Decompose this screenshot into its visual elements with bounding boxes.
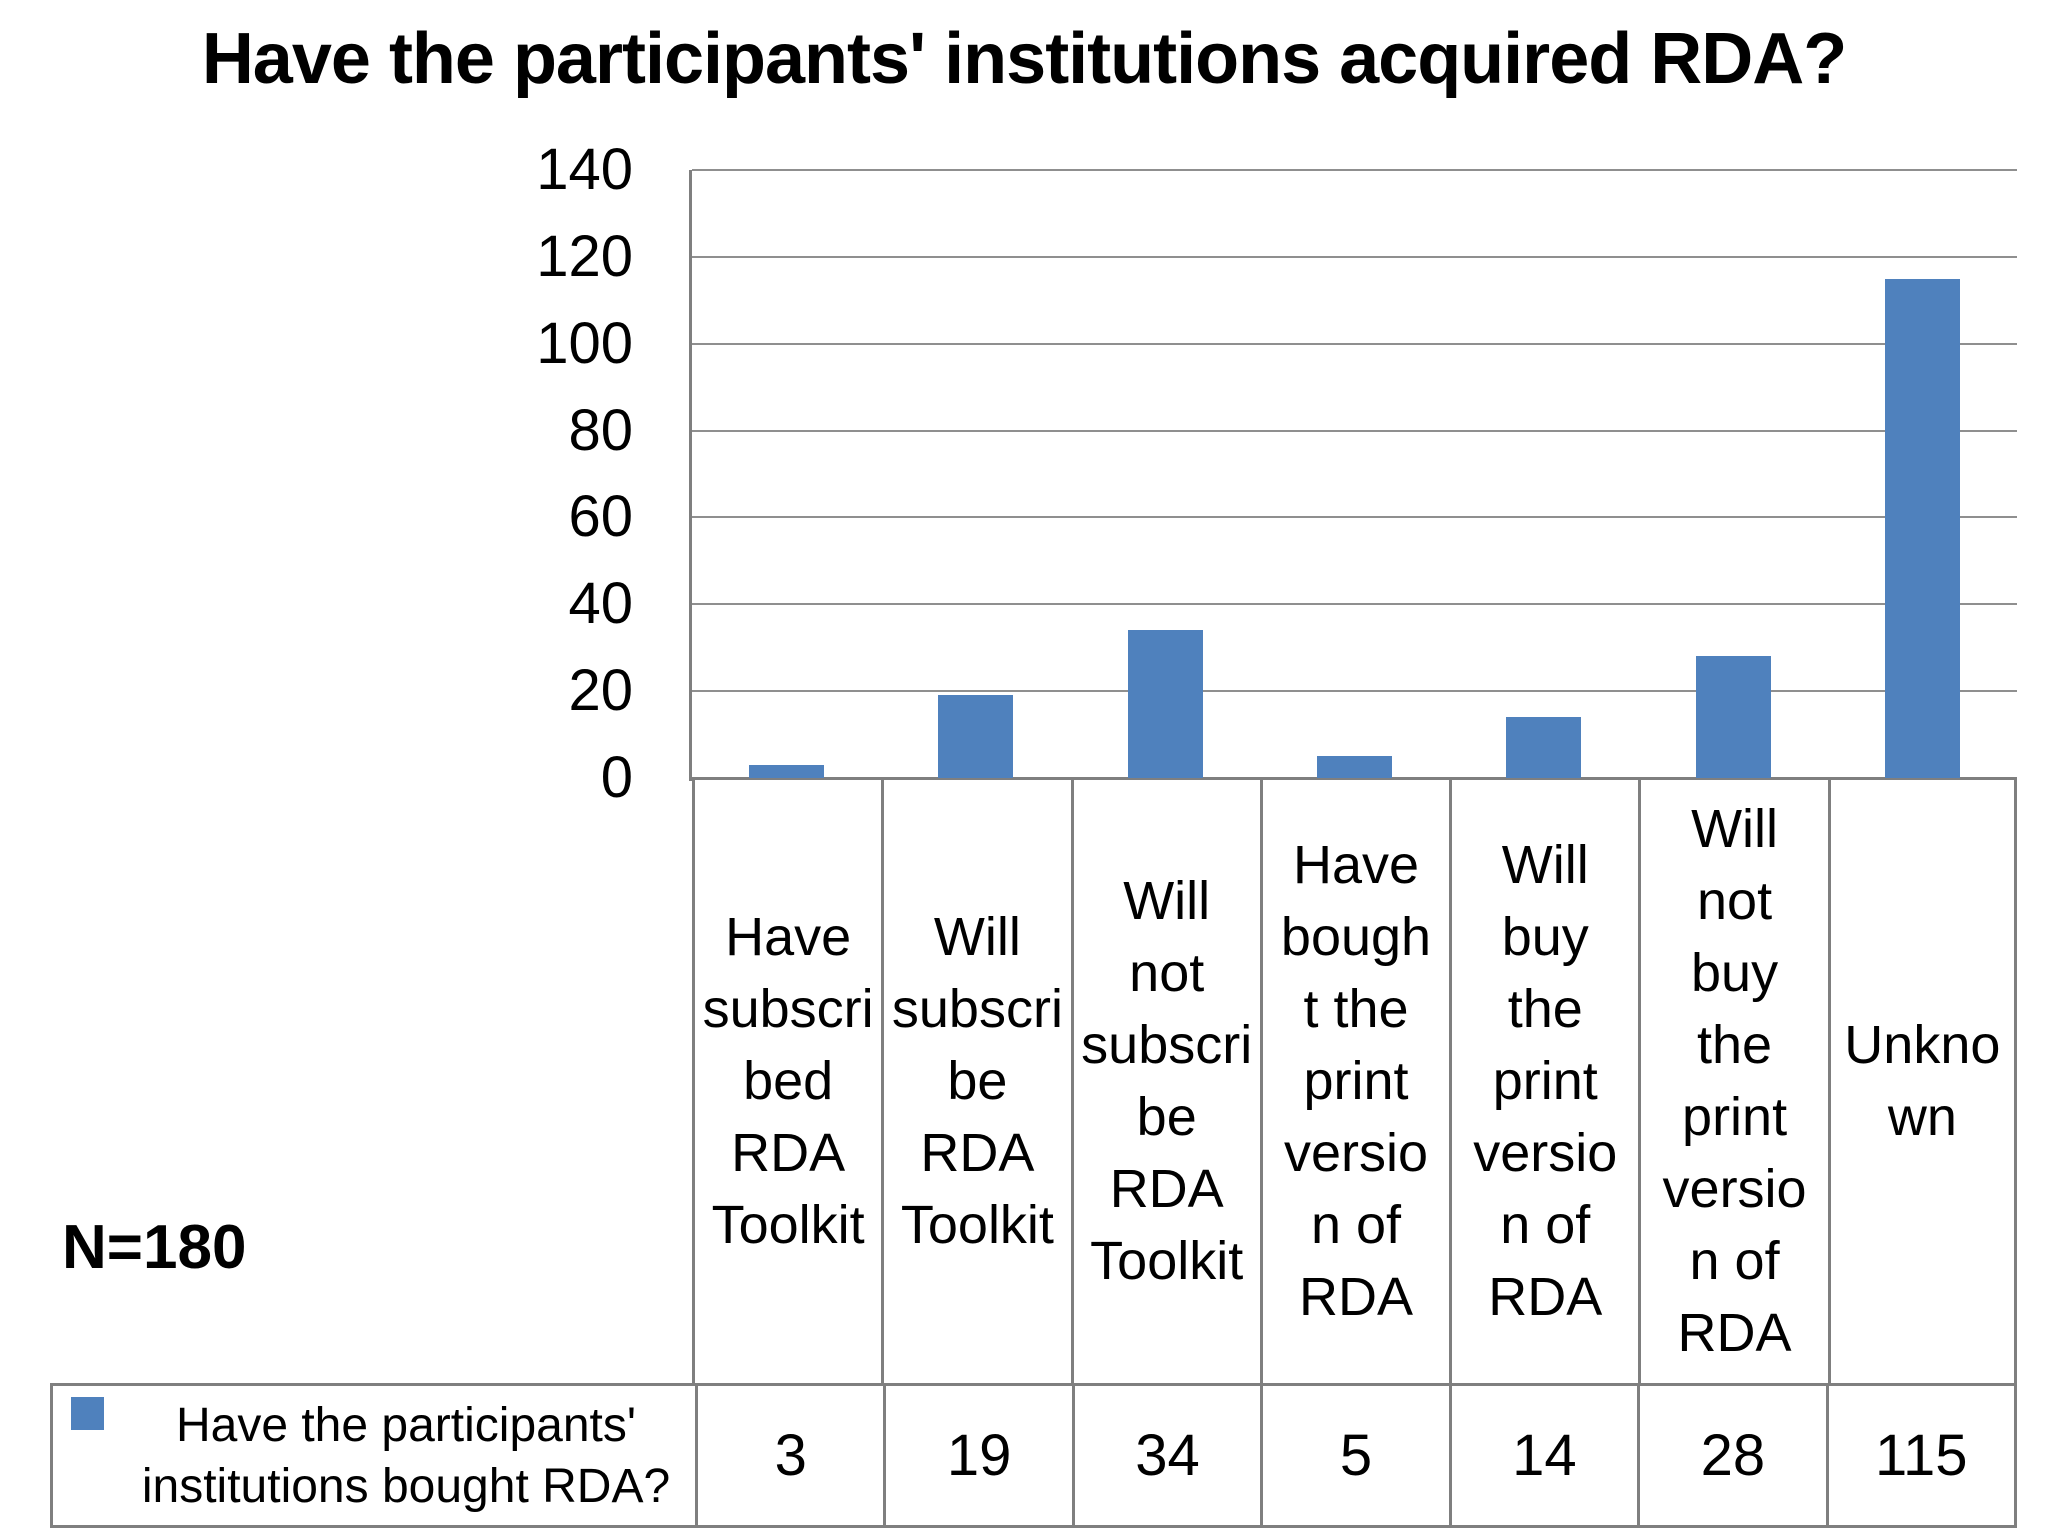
gridline xyxy=(692,690,2017,693)
category-label: Will not subscri be RDA Toolkit xyxy=(1070,778,1260,1383)
value-cell: 14 xyxy=(1448,1386,1637,1525)
legend-label: Have the participants' institutions boug… xyxy=(141,1398,671,1513)
bar-will-not-subscribe xyxy=(1127,630,1203,778)
bar-unknown xyxy=(1884,279,1960,778)
plot-area xyxy=(692,169,2017,780)
gridline xyxy=(692,516,2017,519)
category-label: Have subscri bed RDA Toolkit xyxy=(692,778,881,1383)
category-label: Have bough t the print versio n of RDA xyxy=(1259,778,1449,1383)
sample-size-label: N=180 xyxy=(62,1213,247,1282)
gridline xyxy=(692,603,2017,606)
bar-column xyxy=(1449,170,1638,778)
value-cell: 19 xyxy=(883,1386,1071,1525)
bar-column xyxy=(881,170,1070,778)
value-cell: 115 xyxy=(1825,1386,2014,1525)
value-cell: 5 xyxy=(1260,1386,1448,1525)
data-table: Have the participants' institutions boug… xyxy=(50,1383,2017,1528)
bar-will-subscribe xyxy=(938,695,1014,778)
y-tick-label: 60 xyxy=(568,484,633,550)
bar-column xyxy=(692,170,881,778)
x-axis-baseline xyxy=(692,777,2017,780)
y-tick-label: 100 xyxy=(536,310,633,376)
x-axis-category-labels: Have subscri bed RDA Toolkit Will subscr… xyxy=(692,778,2017,1383)
category-label: Will buy the print versio n of RDA xyxy=(1449,778,1638,1383)
bar-series xyxy=(692,170,2017,778)
gridline xyxy=(692,429,2017,432)
bar-will-not-buy-print xyxy=(1695,656,1771,778)
value-cell: 28 xyxy=(1637,1386,1825,1525)
y-tick-label: 120 xyxy=(536,223,633,289)
bar-will-buy-print xyxy=(1506,717,1582,778)
gridline xyxy=(692,169,2017,171)
gridline xyxy=(692,342,2017,345)
y-tick-label: 40 xyxy=(568,571,633,637)
value-cell: 34 xyxy=(1071,1386,1260,1525)
category-label: Will subscri be RDA Toolkit xyxy=(881,778,1070,1383)
bar-have-bought-print xyxy=(1316,756,1392,778)
category-label: Will not buy the print versio n of RDA xyxy=(1638,778,1827,1383)
y-tick-label: 140 xyxy=(536,137,633,202)
y-tick-label: 80 xyxy=(568,397,633,463)
y-tick-label: 0 xyxy=(600,745,633,810)
y-axis: 140 120 100 80 60 40 20 0 xyxy=(380,141,633,807)
bar-column xyxy=(1260,170,1449,778)
bar-have-subscribed xyxy=(749,765,825,778)
legend-swatch-icon xyxy=(71,1397,104,1430)
category-label: Unkno wn xyxy=(1827,778,2017,1383)
y-axis-line xyxy=(689,170,692,781)
bar-column xyxy=(1638,170,1827,778)
gridline xyxy=(692,255,2017,258)
value-cell: 3 xyxy=(695,1386,883,1525)
chart-title: Have the participants' institutions acqu… xyxy=(201,19,1847,99)
legend-cell: Have the participants' institutions boug… xyxy=(53,1386,695,1525)
y-tick-label: 20 xyxy=(568,658,633,724)
bar-column xyxy=(1828,170,2017,778)
bar-column xyxy=(1071,170,1260,778)
